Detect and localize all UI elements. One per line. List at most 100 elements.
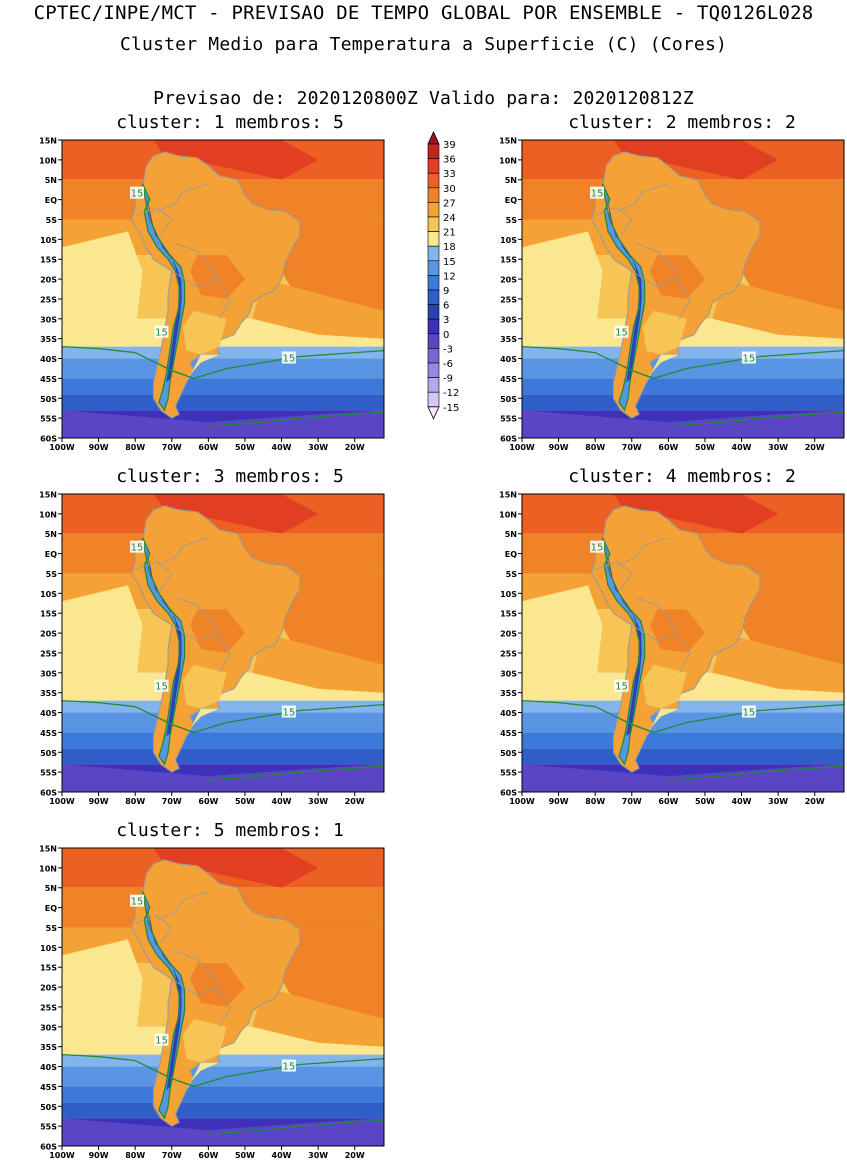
andes-core <box>606 195 642 383</box>
lat-tick-label: 15N <box>499 137 517 146</box>
lat-tick-label: 5S <box>46 570 58 579</box>
lon-tick-label: 100W <box>509 797 535 806</box>
hot-caribbean-region <box>153 494 319 534</box>
lat-tick-label: 25S <box>40 295 57 304</box>
country-border <box>156 183 209 212</box>
lon-tick-label: 40W <box>272 797 292 806</box>
cold-southern-region <box>522 410 844 438</box>
map-panel-cluster-5: 15 15 15 15N 10N 5N EQ 5S 10S 15S 20S 25S 30S 35S 40S 4… <box>39 845 385 1160</box>
southern-cone-region <box>182 664 227 709</box>
country-border <box>635 242 680 280</box>
temperature-band <box>62 748 384 765</box>
contour-label: 15 <box>131 543 144 554</box>
cool-pacific-region <box>62 585 143 697</box>
contour-label: 15 <box>131 189 144 200</box>
country-border <box>171 624 231 674</box>
lat-tick-label: 5S <box>506 570 518 579</box>
contour-15-andes <box>141 183 186 412</box>
warm-atlantic-region <box>712 279 844 339</box>
lat-tick-label: 30S <box>40 315 57 324</box>
country-border <box>175 950 220 988</box>
contour-15-andes <box>141 537 186 766</box>
temperature-band <box>522 748 844 765</box>
lon-tick-label: 30W <box>768 797 788 806</box>
lat-tick-label: 5N <box>45 176 57 185</box>
contour-15-andes <box>601 537 646 766</box>
contour-label-bg <box>741 705 756 718</box>
colorbar-segment <box>427 216 440 232</box>
lat-tick-label: 30S <box>500 315 517 324</box>
colorbar-top-arrow <box>427 131 440 145</box>
lat-tick-label: 50S <box>40 1103 57 1112</box>
patagonia-region <box>186 708 220 737</box>
country-border <box>171 270 231 320</box>
lon-tick-label: 80W <box>585 797 605 806</box>
cold-southern-region <box>62 1118 384 1146</box>
colorbar-tick-label: -9 <box>443 374 453 385</box>
lat-tick-label: 10S <box>500 236 517 245</box>
lat-tick-label: 15S <box>500 256 517 265</box>
colorbar-segment <box>427 260 440 276</box>
country-border <box>156 537 209 566</box>
lat-tick-label: 55S <box>500 769 517 778</box>
colorbar-segment <box>427 158 440 174</box>
map-frame <box>521 493 845 793</box>
colorbar-tick-label: -12 <box>443 388 459 399</box>
lat-tick-label: 25S <box>40 1003 57 1012</box>
lat-tick-label: 10N <box>39 510 57 519</box>
lon-tick-label: 50W <box>695 443 715 452</box>
lat-tick-label: 20S <box>40 630 57 639</box>
lon-tick-label: 20W <box>345 797 365 806</box>
colorbar-tick-label: 27 <box>443 198 456 209</box>
country-border <box>616 537 669 566</box>
temperature-field: 15 15 15 <box>62 140 384 438</box>
lon-tick-label: 30W <box>308 797 328 806</box>
lat-tick-label: 5N <box>45 884 57 893</box>
lon-tick-label: 90W <box>549 443 569 452</box>
panel-title-cluster-4: cluster: 4 membros: 2 <box>568 466 796 487</box>
lon-tick-label: 90W <box>89 443 109 452</box>
lat-tick-label: EQ <box>45 196 57 205</box>
contour-label: 15 <box>591 543 604 554</box>
colorbar-tick-label: 39 <box>443 140 456 151</box>
panel-title-cluster-5: cluster: 5 membros: 1 <box>116 820 344 841</box>
warm-atlantic-region <box>252 633 384 693</box>
contour-southern <box>208 411 384 427</box>
contour-label: 15 <box>282 354 295 365</box>
lon-tick-label: 70W <box>162 797 182 806</box>
lon-tick-label: 60W <box>198 1151 218 1160</box>
colorbar-tick-label: 21 <box>443 228 456 239</box>
contour-label: 15 <box>742 354 755 365</box>
southern-cone-region <box>642 310 687 355</box>
lat-tick-label: 40S <box>40 355 57 364</box>
contour-label: 15 <box>155 328 168 339</box>
lat-tick-label: 45S <box>500 375 517 384</box>
lat-tick-label: 45S <box>40 1083 57 1092</box>
hot-caribbean-region <box>613 140 779 180</box>
contour-label: 15 <box>742 708 755 719</box>
temperature-band <box>62 1054 384 1067</box>
lon-tick-label: 80W <box>125 443 145 452</box>
lon-tick-label: 50W <box>235 443 255 452</box>
lat-tick-label: 40S <box>500 709 517 718</box>
country-border <box>631 624 691 674</box>
colorbar-tick-label: 36 <box>443 155 456 166</box>
temperature-band <box>62 394 384 411</box>
colorbar-segment <box>427 377 440 393</box>
andes-core <box>606 549 642 737</box>
patagonia-region <box>646 354 680 383</box>
main-title: CPTEC/INPE/MCT - PREVISAO DE TEMPO GLOBA… <box>33 2 814 24</box>
cold-southern-region <box>522 764 844 792</box>
cool-pacific-region <box>522 231 603 343</box>
lat-tick-label: 25S <box>40 649 57 658</box>
warm-atlantic-region <box>252 279 384 339</box>
warm-atlantic-region <box>712 633 844 693</box>
colorbar-segment <box>427 289 440 305</box>
contour-southern <box>668 765 844 781</box>
lat-tick-label: 40S <box>500 355 517 364</box>
contour-label: 15 <box>282 708 295 719</box>
temperature-field: 15 15 15 <box>522 494 844 792</box>
map-panel-cluster-2: 15 15 15 15N 10N 5N EQ 5S 10S 15S 20S 25S 30S 35S 40S 4… <box>499 137 845 452</box>
lon-tick-label: 40W <box>732 443 752 452</box>
contour-label-bg <box>281 705 296 718</box>
